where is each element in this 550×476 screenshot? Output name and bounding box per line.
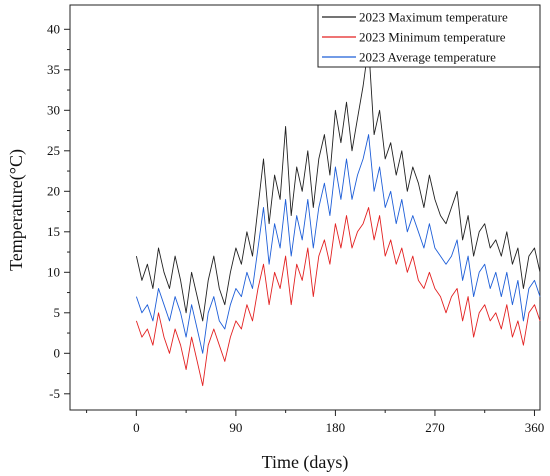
- series-line-2: [135, 134, 541, 354]
- x-axis-ticks: 0 90 180 270 360: [86, 410, 545, 435]
- y-tick-label: 10: [47, 264, 60, 279]
- legend-label-0: 2023 Maximum temperature: [359, 10, 508, 25]
- y-tick-label: 40: [47, 21, 60, 36]
- legend: 2023 Maximum temperature 2023 Minimum tem…: [317, 4, 541, 68]
- series-line-0: [135, 45, 541, 322]
- y-axis-ticks: -5 0 5 10 15 20 25 30 35 40: [47, 21, 70, 401]
- x-tick-label: 180: [326, 420, 346, 435]
- y-tick-label: 15: [47, 224, 60, 239]
- y-axis-title: Temperature(°C): [6, 149, 27, 271]
- y-tick-label: 35: [47, 62, 60, 77]
- x-tick-label: 360: [525, 420, 545, 435]
- y-tick-label: 30: [47, 102, 60, 117]
- series-layer: [135, 45, 541, 387]
- y-tick-label: 0: [54, 345, 61, 360]
- x-tick-label: 0: [133, 420, 140, 435]
- x-axis-title: Time (days): [262, 452, 349, 473]
- x-tick-label: 270: [425, 420, 445, 435]
- plot-frame: [69, 4, 541, 411]
- y-tick-label: 25: [47, 143, 60, 158]
- x-tick-label: 90: [229, 420, 242, 435]
- y-tick-label: 5: [54, 305, 61, 320]
- y-tick-label: -5: [49, 386, 60, 401]
- y-tick-label: 20: [47, 183, 60, 198]
- legend-label-2: 2023 Average temperature: [359, 50, 496, 65]
- series-line-1: [135, 207, 541, 387]
- legend-label-1: 2023 Minimum temperature: [359, 30, 506, 45]
